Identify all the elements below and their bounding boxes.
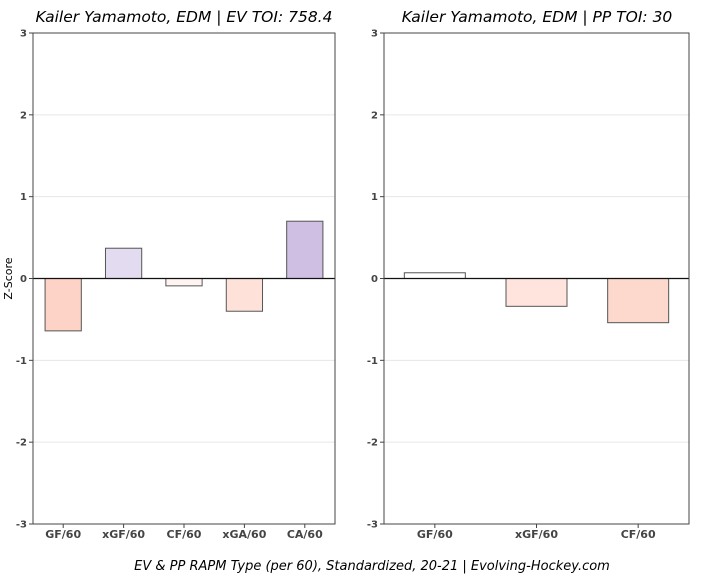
- panel-title: Kailer Yamamoto, EDM | PP TOI: 30: [402, 8, 673, 26]
- x-tick-label: xGF/60: [102, 528, 145, 541]
- x-tick-label: CF/60: [167, 528, 202, 541]
- y-tick-label: 1: [20, 192, 27, 203]
- y-tick-label: 0: [371, 274, 378, 285]
- y-tick-label: -1: [16, 356, 27, 367]
- y-tick-label: 2: [371, 110, 378, 121]
- pp-rapm-panel: Kailer Yamamoto, EDM | PP TOI: 30 -3 -2 -1 0…: [367, 8, 690, 541]
- x-tick-label: CA/60: [287, 528, 323, 541]
- y-axis-label: Z-Score: [2, 257, 15, 299]
- y-tick-label: 3: [371, 29, 378, 40]
- y-tick-label: -1: [367, 356, 378, 367]
- y-tick-label: -3: [367, 520, 378, 531]
- bar-xga-60: [225, 278, 264, 312]
- bar-cf-60: [607, 278, 670, 324]
- bar-gf-60: [403, 272, 466, 280]
- x-tick-label: GF/60: [45, 528, 81, 541]
- bar-xgf-60: [104, 247, 143, 279]
- plot-frame: [383, 32, 690, 525]
- x-tick-label: GF/60: [417, 528, 453, 541]
- bar-gf-60: [44, 278, 82, 332]
- ev-rapm-panel: Kailer Yamamoto, EDM | EV TOI: 758.4 Z-Sc…: [2, 8, 336, 541]
- y-tick-label: 0: [20, 274, 27, 285]
- y-tick-label: 2: [20, 110, 27, 121]
- chart-caption: EV & PP RAPM Type (per 60), Standardized…: [134, 559, 610, 574]
- bar-ca-60: [286, 220, 324, 279]
- y-tick-label: -3: [16, 520, 27, 531]
- bar-xgf-60: [505, 278, 568, 307]
- bar-cf-60: [165, 278, 203, 287]
- y-tick-label: -2: [367, 438, 378, 449]
- x-tick-label: CF/60: [621, 528, 656, 541]
- x-tick-label: xGF/60: [515, 528, 558, 541]
- x-tick-label: xGA/60: [222, 528, 266, 541]
- y-tick-label: 3: [20, 29, 27, 40]
- y-tick-label: 1: [371, 192, 378, 203]
- panel-title: Kailer Yamamoto, EDM | EV TOI: 758.4: [36, 8, 333, 26]
- y-tick-label: -2: [16, 438, 27, 449]
- plot-frame: [32, 32, 336, 525]
